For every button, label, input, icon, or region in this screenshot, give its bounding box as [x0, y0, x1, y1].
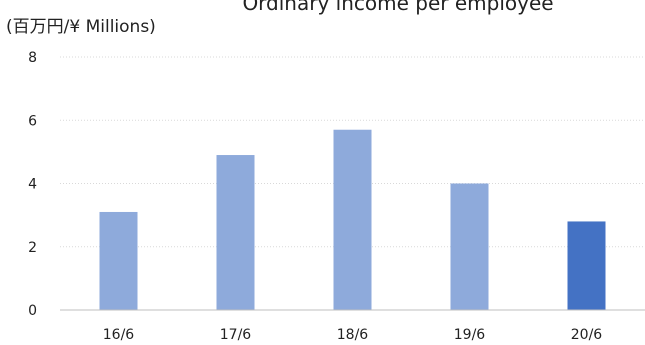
bars: [99, 129, 606, 310]
x-tick-label: 17/6: [220, 327, 252, 343]
x-tick-label: 19/6: [454, 327, 486, 343]
chart-title: Ordinary income per employee: [242, 0, 553, 15]
x-tick-label: 16/6: [103, 327, 135, 343]
y-axis-unit-label: (百万円/¥ Millions): [6, 17, 156, 37]
y-tick-label: 4: [28, 177, 37, 193]
x-tick-label: 20/6: [571, 327, 603, 343]
x-tick-labels: 16/6 17/6 18/6 19/6 20/6: [103, 327, 603, 343]
x-tick-label: 18/6: [337, 327, 369, 343]
bar: [99, 211, 138, 310]
bar: [567, 221, 606, 310]
bar: [450, 183, 489, 310]
y-tick-label: 8: [28, 50, 37, 66]
bar: [333, 129, 372, 310]
y-tick-label: 2: [28, 240, 37, 256]
y-tick-label: 0: [28, 303, 37, 319]
bar: [216, 155, 255, 310]
y-tick-label: 6: [28, 113, 37, 129]
y-tick-labels: 0 2 4 6 8: [28, 50, 37, 319]
